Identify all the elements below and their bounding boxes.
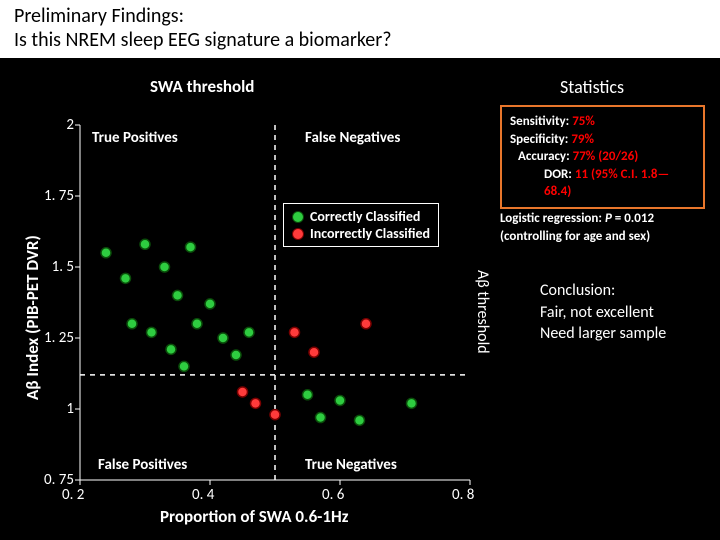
scatter-chart	[80, 125, 470, 480]
quadrant-fn: False Negatives	[305, 129, 400, 147]
stats-title: Statistics	[560, 76, 624, 98]
conclusion-l2: Need larger sample	[540, 323, 666, 345]
conclusion-head: Conclusion:	[540, 280, 666, 302]
ytick-label: 2	[38, 116, 74, 134]
slide-title: Preliminary Findings: Is this NREM sleep…	[0, 0, 720, 58]
title-line2: Is this NREM sleep EEG signature a bioma…	[14, 28, 710, 52]
legend-marker-incorrect	[292, 228, 304, 240]
xtick-label: 0. 2	[62, 486, 84, 504]
ab-threshold-label: Aβ threshold	[473, 270, 492, 354]
legend-label-correct: Correctly Classified	[310, 208, 420, 225]
stat-specificity: Specificity: 79%	[510, 131, 695, 149]
stat-sensitivity: Sensitivity: 75%	[510, 113, 695, 131]
ytick-label: 1	[38, 400, 74, 418]
x-axis-label: Proportion of SWA 0.6-1Hz	[160, 506, 349, 527]
legend: Correctly Classified Incorrectly Classif…	[283, 203, 439, 247]
conclusion-l1: Fair, not excellent	[540, 302, 666, 324]
stat-dor: DOR: 11 (95% C.I. 1.8—68.4)	[510, 166, 695, 201]
lr-line2: (controlling for age and sex)	[500, 228, 710, 246]
legend-label-incorrect: Incorrectly Classified	[310, 225, 430, 242]
lr-line1: Logistic regression: P = 0.012	[500, 210, 710, 228]
quadrant-tp: True Positives	[92, 129, 178, 147]
ytick-label: 1. 25	[38, 329, 74, 347]
quadrant-tn: True Negatives	[305, 456, 397, 474]
stat-accuracy: Accuracy: 77% (20/26)	[510, 148, 695, 166]
title-line1: Preliminary Findings:	[14, 4, 710, 28]
ytick-label: 1. 75	[38, 187, 74, 205]
stats-box: Sensitivity: 75% Specificity: 79% Accura…	[500, 105, 705, 209]
legend-row-correct: Correctly Classified	[292, 208, 430, 225]
ytick-label: 1. 5	[38, 258, 74, 276]
chart-title: SWA threshold	[150, 76, 254, 97]
quadrant-fp: False Positives	[98, 456, 187, 474]
xtick-label: 0. 8	[452, 486, 474, 504]
xtick-label: 0. 6	[322, 486, 344, 504]
logistic-regression: Logistic regression: P = 0.012 (controll…	[500, 210, 710, 245]
xtick-label: 0. 4	[192, 486, 214, 504]
legend-row-incorrect: Incorrectly Classified	[292, 225, 430, 242]
conclusion: Conclusion: Fair, not excellent Need lar…	[540, 280, 666, 345]
legend-marker-correct	[292, 211, 304, 223]
